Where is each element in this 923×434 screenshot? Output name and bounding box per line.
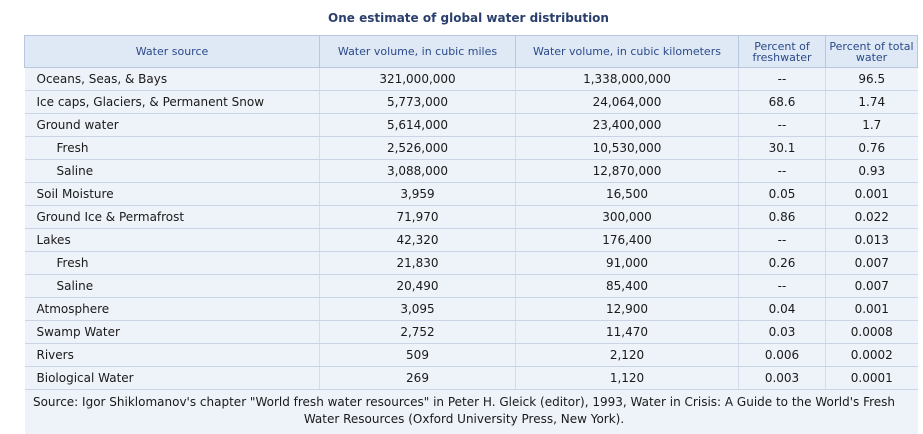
cell-source: Saline	[25, 160, 320, 183]
cell-cubic-miles: 20,490	[320, 275, 516, 298]
table-caption: One estimate of global water distributio…	[0, 11, 923, 25]
cell-percent-fresh: 0.006	[739, 344, 826, 367]
header-percent-total: Percent of total water	[826, 36, 918, 68]
cell-cubic-km: 1,120	[516, 367, 739, 390]
table-row: Saline 20,490 85,400 -- 0.007	[25, 275, 918, 298]
cell-cubic-km: 10,530,000	[516, 137, 739, 160]
water-distribution-table: Water source Water volume, in cubic mile…	[24, 35, 918, 434]
table-row: Lakes 42,320 176,400 -- 0.013	[25, 229, 918, 252]
cell-cubic-miles: 3,095	[320, 298, 516, 321]
cell-source: Fresh	[25, 137, 320, 160]
cell-percent-total: 0.0008	[826, 321, 918, 344]
cell-percent-total: 0.76	[826, 137, 918, 160]
cell-cubic-km: 16,500	[516, 183, 739, 206]
table-row: Swamp Water 2,752 11,470 0.03 0.0008	[25, 321, 918, 344]
cell-cubic-miles: 509	[320, 344, 516, 367]
cell-percent-total: 1.74	[826, 91, 918, 114]
cell-cubic-miles: 2,526,000	[320, 137, 516, 160]
header-percent-freshwater: Percent of freshwater	[739, 36, 826, 68]
cell-percent-total: 0.013	[826, 229, 918, 252]
table-row: Soil Moisture 3,959 16,500 0.05 0.001	[25, 183, 918, 206]
cell-percent-fresh: 0.26	[739, 252, 826, 275]
cell-percent-fresh: 0.003	[739, 367, 826, 390]
table-row: Ice caps, Glaciers, & Permanent Snow 5,7…	[25, 91, 918, 114]
cell-source: Atmosphere	[25, 298, 320, 321]
cell-cubic-km: 85,400	[516, 275, 739, 298]
cell-source: Rivers	[25, 344, 320, 367]
cell-cubic-miles: 71,970	[320, 206, 516, 229]
header-water-source: Water source	[25, 36, 320, 68]
cell-percent-total: 0.93	[826, 160, 918, 183]
cell-percent-fresh: --	[739, 275, 826, 298]
table-row: Fresh 2,526,000 10,530,000 30.1 0.76	[25, 137, 918, 160]
cell-cubic-miles: 3,088,000	[320, 160, 516, 183]
cell-cubic-miles: 3,959	[320, 183, 516, 206]
cell-source: Biological Water	[25, 367, 320, 390]
cell-percent-total: 96.5	[826, 68, 918, 91]
header-cubic-miles: Water volume, in cubic miles	[320, 36, 516, 68]
cell-percent-fresh: 0.03	[739, 321, 826, 344]
cell-cubic-miles: 2,752	[320, 321, 516, 344]
cell-source: Lakes	[25, 229, 320, 252]
cell-cubic-km: 2,120	[516, 344, 739, 367]
cell-source: Fresh	[25, 252, 320, 275]
header-cubic-km: Water volume, in cubic kilometers	[516, 36, 739, 68]
table-row: Oceans, Seas, & Bays 321,000,000 1,338,0…	[25, 68, 918, 91]
cell-percent-fresh: 68.6	[739, 91, 826, 114]
cell-cubic-miles: 21,830	[320, 252, 516, 275]
cell-percent-fresh: --	[739, 160, 826, 183]
table-row: Fresh 21,830 91,000 0.26 0.007	[25, 252, 918, 275]
cell-percent-fresh: 30.1	[739, 137, 826, 160]
cell-percent-total: 0.0002	[826, 344, 918, 367]
cell-percent-total: 0.0001	[826, 367, 918, 390]
cell-source: Ground water	[25, 114, 320, 137]
cell-cubic-miles: 5,614,000	[320, 114, 516, 137]
source-note: Source: Igor Shiklomanov's chapter "Worl…	[25, 390, 918, 434]
cell-percent-fresh: --	[739, 68, 826, 91]
cell-cubic-km: 24,064,000	[516, 91, 739, 114]
header-row: Water source Water volume, in cubic mile…	[25, 36, 918, 68]
cell-percent-total: 0.007	[826, 275, 918, 298]
cell-source: Soil Moisture	[25, 183, 320, 206]
water-distribution-table-container: Water source Water volume, in cubic mile…	[24, 35, 917, 434]
cell-source: Ground Ice & Permafrost	[25, 206, 320, 229]
table-row: Atmosphere 3,095 12,900 0.04 0.001	[25, 298, 918, 321]
cell-percent-fresh: 0.04	[739, 298, 826, 321]
table-row: Ground water 5,614,000 23,400,000 -- 1.7	[25, 114, 918, 137]
table-row: Biological Water 269 1,120 0.003 0.0001	[25, 367, 918, 390]
cell-cubic-miles: 5,773,000	[320, 91, 516, 114]
cell-cubic-km: 12,870,000	[516, 160, 739, 183]
cell-cubic-km: 1,338,000,000	[516, 68, 739, 91]
cell-cubic-miles: 321,000,000	[320, 68, 516, 91]
cell-cubic-miles: 269	[320, 367, 516, 390]
cell-percent-fresh: --	[739, 229, 826, 252]
cell-cubic-km: 300,000	[516, 206, 739, 229]
cell-source: Swamp Water	[25, 321, 320, 344]
cell-percent-total: 0.022	[826, 206, 918, 229]
cell-source: Oceans, Seas, & Bays	[25, 68, 320, 91]
cell-cubic-km: 91,000	[516, 252, 739, 275]
cell-percent-fresh: 0.05	[739, 183, 826, 206]
cell-percent-total: 0.007	[826, 252, 918, 275]
cell-percent-total: 1.7	[826, 114, 918, 137]
cell-cubic-km: 12,900	[516, 298, 739, 321]
cell-cubic-km: 11,470	[516, 321, 739, 344]
cell-percent-fresh: --	[739, 114, 826, 137]
cell-cubic-miles: 42,320	[320, 229, 516, 252]
cell-cubic-km: 23,400,000	[516, 114, 739, 137]
cell-percent-fresh: 0.86	[739, 206, 826, 229]
cell-cubic-km: 176,400	[516, 229, 739, 252]
cell-percent-total: 0.001	[826, 183, 918, 206]
cell-source: Ice caps, Glaciers, & Permanent Snow	[25, 91, 320, 114]
table-row: Ground Ice & Permafrost 71,970 300,000 0…	[25, 206, 918, 229]
cell-percent-total: 0.001	[826, 298, 918, 321]
source-note-row: Source: Igor Shiklomanov's chapter "Worl…	[25, 390, 918, 434]
table-row: Saline 3,088,000 12,870,000 -- 0.93	[25, 160, 918, 183]
table-row: Rivers 509 2,120 0.006 0.0002	[25, 344, 918, 367]
cell-source: Saline	[25, 275, 320, 298]
